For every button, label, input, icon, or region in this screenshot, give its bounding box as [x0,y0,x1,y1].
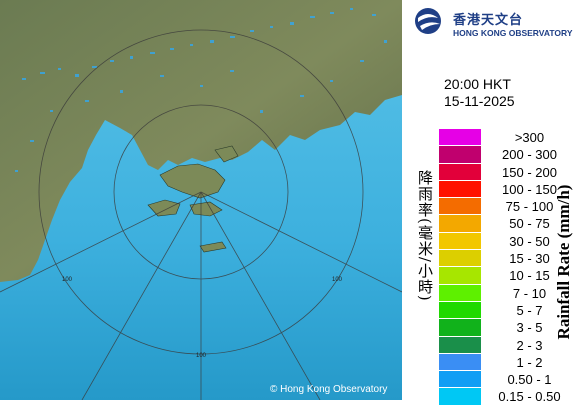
islands [147,145,239,253]
legend-item: 1 - 2 [439,353,577,371]
mainland-land [0,0,402,282]
legend-label: 15 - 30 [509,251,550,267]
legend-swatch [439,301,481,319]
legend-label: 200 - 300 [502,147,557,163]
legend-swatch [439,284,481,301]
legend-label: 5 - 7 [516,302,543,318]
legend-label: 75 - 100 [505,199,554,215]
observation-time: 20:00 HKT [444,76,511,92]
legend-item: 0.50 - 1 [439,371,577,388]
legend-item: 100 - 150 [439,180,577,198]
legend-swatch [439,250,481,267]
legend-item: 30 - 50 [439,232,577,250]
legend-label: 50 - 75 [509,216,550,232]
legend-item: >300 [439,129,577,146]
legend-label: 2 - 3 [516,337,543,353]
legend-swatch [439,215,481,232]
rain-echoes [15,8,387,172]
legend-label: 30 - 50 [509,233,550,249]
legend-swatch [439,267,481,284]
legend-swatch [439,198,481,215]
legend-swatch [439,336,481,353]
range-label-west: 100 [62,277,73,283]
legend-swatch [439,180,481,198]
copyright-text: © Hong Kong Observatory [270,384,388,395]
legend-item: 150 - 200 [439,163,577,181]
legend-label: 3 - 5 [516,320,543,336]
legend-item: 2 - 3 [439,336,577,354]
radar-map[interactable]: 100 100 100 © Hong Kong Observatory [0,0,402,400]
legend-label: 10 - 15 [509,268,550,284]
legend-label: 7 - 10 [512,285,547,301]
legend-item: 0.15 - 0.50 [439,388,577,405]
legend-item: 5 - 7 [439,301,577,319]
legend-swatch [439,129,481,146]
legend-item: 7 - 10 [439,284,577,302]
legend-item: 200 - 300 [439,146,577,163]
legend-label: 0.15 - 0.50 [498,389,561,405]
legend-label: 150 - 200 [502,164,557,180]
legend-panel: 香港天文台 HONG KONG OBSERVATORY 20:00 HKT 15… [402,0,577,405]
legend-title-en: Rainfall Rate (mm/h) [554,184,573,340]
legend-swatch [439,371,481,388]
legend-item: 75 - 100 [439,198,577,215]
logo-text-zh: 香港天文台 [453,13,524,28]
legend-item: 50 - 75 [439,215,577,232]
logo-text-en: HONG KONG OBSERVATORY [453,28,573,38]
map-canvas: 100 100 100 [0,0,402,400]
hko-logo-icon [415,8,441,34]
legend-swatch [439,163,481,180]
legend-title-zh: 降雨率(毫米/小時) [416,170,434,302]
range-label-south: 100 [196,353,207,359]
legend-item: 3 - 5 [439,319,577,336]
range-rings [0,29,402,400]
legend-label: >300 [514,130,545,145]
rainfall-legend: >300 200 - 300 150 - 200 100 - 150 75 - 100 5… [439,129,577,406]
legend-item: 10 - 15 [439,267,577,284]
range-label-east: 100 [332,277,343,283]
legend-item: 15 - 30 [439,250,577,267]
legend-swatch [439,146,481,163]
hko-logo: 香港天文台 HONG KONG OBSERVATORY [412,6,573,40]
legend-label: 1 - 2 [516,354,543,370]
legend-label: 100 - 150 [502,181,557,197]
observation-date: 15-11-2025 [444,93,515,109]
legend-swatch [439,319,481,336]
legend-swatch [439,353,481,371]
legend-label: 0.50 - 1 [507,372,552,388]
legend-swatch [439,232,481,250]
legend-swatch [439,388,481,405]
